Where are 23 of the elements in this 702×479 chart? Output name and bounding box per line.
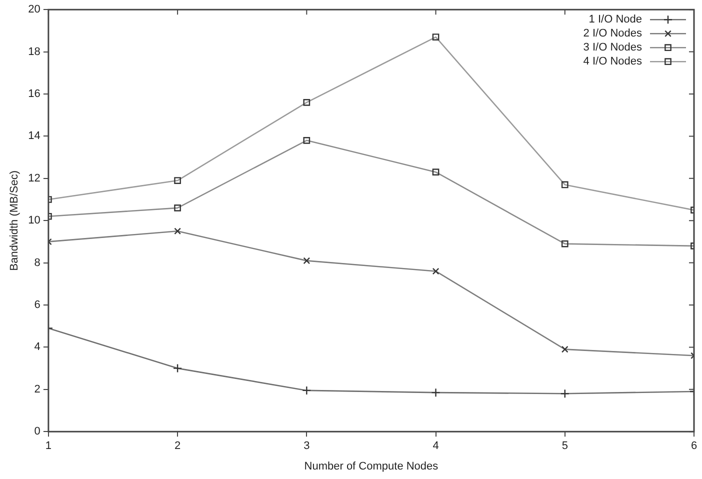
y-tick-label: 6 [34,299,40,312]
x-tick-label: 2 [174,440,181,452]
y-tick-label: 4 [34,341,40,354]
y-axis-title: Bandwidth (MB/Sec) [8,170,21,271]
y-tick-label: 2 [34,383,40,396]
y-tick-label: 8 [34,256,40,269]
x-tick-label: 1 [45,440,52,452]
y-tick-label: 14 [28,130,40,142]
legend-label: 2 I/O Nodes [583,28,642,40]
legend-label: 1 I/O Node [588,14,642,26]
y-tick-label: 18 [28,46,40,58]
y-tick-label: 10 [28,214,40,227]
legend-label: 4 I/O Nodes [583,56,642,68]
x-tick-label: 3 [304,440,310,452]
x-tick-label: 5 [562,440,568,452]
y-tick-label: 20 [28,4,40,16]
x-axis-title: Number of Compute Nodes [304,460,439,472]
y-tick-label: 16 [28,88,40,100]
x-tick-label: 6 [690,440,698,452]
x-tick-label: 4 [432,440,439,452]
y-tick-label: 0 [34,426,40,438]
legend-label: 3 I/O Nodes [583,42,642,54]
y-tick-label: 12 [28,172,40,184]
